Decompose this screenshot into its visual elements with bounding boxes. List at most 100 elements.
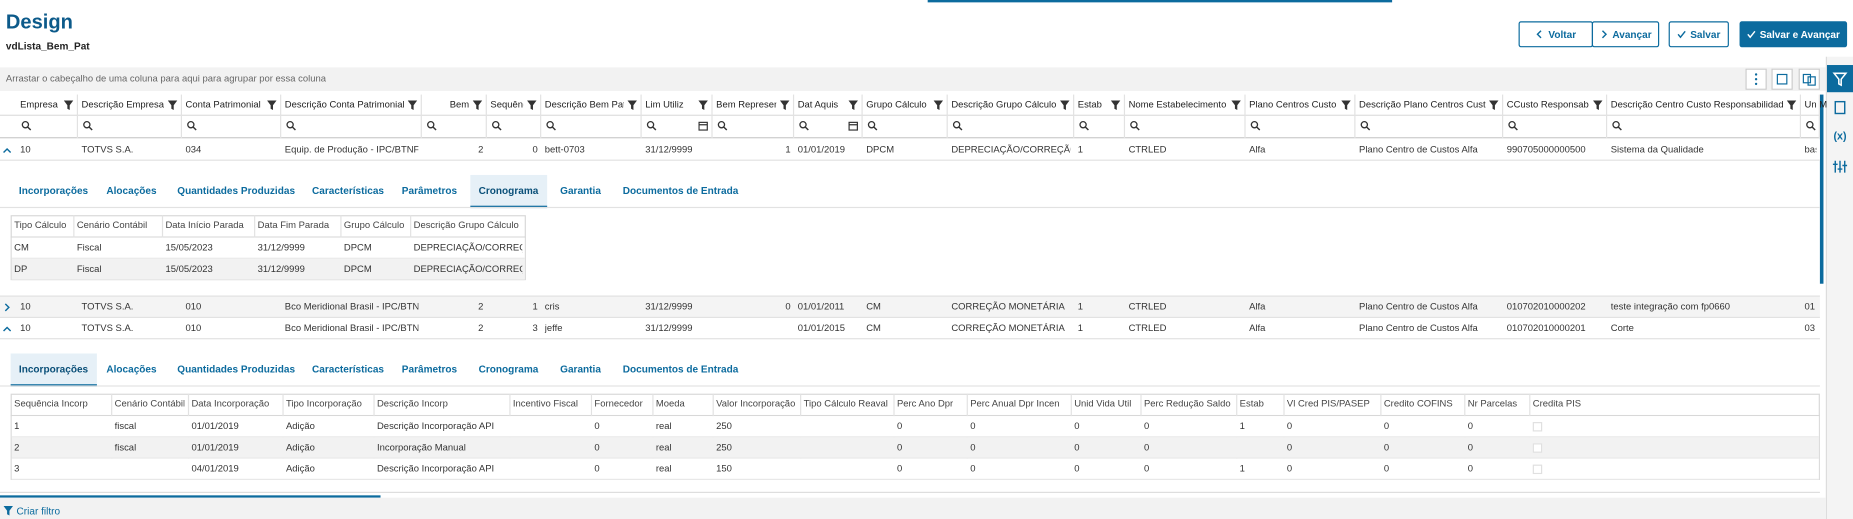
column-filter[interactable]	[267, 99, 278, 111]
detail-tab[interactable]: Incorporações	[10, 353, 97, 387]
filter-search-icon[interactable]	[1806, 120, 1817, 132]
filter-search-icon[interactable]	[717, 120, 728, 132]
detail-tab[interactable]: Quantidades Produzidas	[177, 362, 296, 375]
detail-tab[interactable]: Cronograma	[478, 362, 539, 375]
filter-search-icon[interactable]	[492, 120, 503, 132]
subtable-header: Data Incorporação	[191, 398, 270, 410]
detail-tab[interactable]: Características	[311, 184, 385, 197]
column-filter[interactable]	[407, 99, 419, 111]
clipboard-icon[interactable]	[1834, 100, 1846, 115]
expand-toggle[interactable]	[2, 303, 11, 312]
column-filter[interactable]	[1231, 99, 1242, 111]
grid-cell: cris	[544, 301, 560, 313]
column-filter[interactable]	[527, 99, 538, 111]
column-filter[interactable]	[698, 99, 709, 111]
icon-path	[1786, 100, 1797, 110]
column-divider	[1818, 94, 1820, 139]
grid-filter-bg	[0, 116, 1820, 139]
filter-search-icon[interactable]	[1079, 120, 1090, 132]
column-header: Lim Utiliz	[645, 99, 684, 110]
detail-tab[interactable]: Parâmetros	[401, 362, 458, 375]
column-filter[interactable]	[472, 99, 484, 111]
subtable-header: Descrição Grupo Cálculo	[413, 219, 519, 231]
column-filter[interactable]	[1786, 99, 1798, 111]
filter-search-icon[interactable]	[952, 120, 963, 132]
subtable-row	[11, 416, 1819, 438]
grid-cell: 1	[785, 144, 791, 155]
column-divider	[1123, 94, 1126, 139]
detail-tab[interactable]: Cronograma	[470, 174, 547, 209]
detail-tab[interactable]: Parâmetros	[401, 184, 458, 197]
checkbox[interactable]	[1532, 443, 1543, 453]
subtable-header: Grupo Cálculo	[343, 219, 405, 231]
subtable-row	[11, 437, 1819, 459]
header-button[interactable]: Salvar e Avançar	[1739, 21, 1848, 48]
detail-bottom	[0, 295, 1820, 297]
detail-tab[interactable]: Alocações	[106, 184, 157, 197]
settings-icon[interactable]	[1832, 160, 1848, 173]
filter-search-icon[interactable]	[1360, 120, 1371, 132]
filter-search-icon[interactable]	[83, 120, 94, 132]
filter-search-icon[interactable]	[21, 120, 32, 132]
icon-path	[407, 100, 418, 110]
icon-path	[192, 126, 197, 131]
expand-toggle[interactable]	[2, 145, 12, 154]
column-header: Descrição Bem Pat	[544, 99, 624, 110]
icon-path	[848, 121, 858, 131]
grid-cell: Bco Meridional Brasil - IPC/BTNF	[284, 301, 419, 313]
column-filter[interactable]	[933, 99, 945, 111]
column-filter[interactable]	[167, 99, 179, 111]
column-header: CCusto Responsab	[1506, 99, 1589, 110]
header-button[interactable]: Voltar	[1518, 21, 1594, 48]
column-filter[interactable]	[1060, 99, 1071, 111]
subtable-cell: 250	[716, 442, 732, 453]
filter-search-icon[interactable]	[1508, 120, 1519, 132]
filter-search-icon[interactable]	[546, 120, 557, 132]
filter-search-icon[interactable]	[286, 120, 297, 132]
filter-search-icon[interactable]	[646, 120, 657, 132]
column-filter[interactable]	[1489, 99, 1500, 111]
column-header: Sequência	[490, 99, 524, 110]
checkbox[interactable]	[1532, 422, 1543, 432]
filter-search-icon[interactable]	[427, 120, 438, 132]
detail-tab[interactable]: Garantia	[560, 184, 601, 197]
header-button[interactable]: Salvar	[1668, 21, 1729, 48]
detail-tab[interactable]: Alocações	[106, 362, 157, 375]
save-layout-button[interactable]	[1771, 68, 1793, 90]
grid-cell: CORREÇÃO MONETÁRIA	[951, 301, 1065, 313]
filter-search-icon[interactable]	[1250, 120, 1261, 132]
column-filter[interactable]	[63, 99, 75, 111]
detail-tab[interactable]: Documentos de Entrada	[622, 362, 739, 375]
detail-tab[interactable]: Incorporações	[18, 184, 89, 197]
column-filter[interactable]	[848, 99, 860, 111]
header-button[interactable]: Avançar	[1591, 21, 1660, 48]
column-filter[interactable]	[779, 99, 791, 111]
column-filter[interactable]	[627, 99, 639, 111]
filter-search-icon[interactable]	[1130, 120, 1141, 132]
detail-tab[interactable]: Documentos de Entrada	[622, 184, 739, 197]
filter-search-icon[interactable]	[867, 120, 878, 132]
variables-icon[interactable]: (x)	[1834, 130, 1847, 142]
columns-button[interactable]	[1798, 68, 1820, 90]
filter-search-icon[interactable]	[187, 120, 198, 132]
grid-cell: 034	[185, 144, 202, 155]
filter-panel-button[interactable]	[1827, 65, 1853, 93]
subtable-header: Perc Anual Dpr Incen	[970, 398, 1060, 410]
detail-tab[interactable]: Quantidades Produzidas	[177, 184, 296, 197]
create-filter-link[interactable]: Criar filtro	[16, 504, 61, 517]
filter-search-icon[interactable]	[1612, 120, 1623, 132]
checkbox[interactable]	[1532, 464, 1543, 475]
column-filter[interactable]	[1110, 99, 1122, 111]
column-filter[interactable]	[1593, 99, 1604, 111]
subtable-cell: 15/05/2023	[165, 263, 213, 275]
detail-tab[interactable]: Características	[311, 362, 385, 375]
icon-path	[1513, 126, 1518, 131]
date-picker-icon[interactable]	[698, 121, 709, 132]
filter-search-icon[interactable]	[799, 120, 810, 132]
icon-path	[551, 126, 556, 131]
column-header: Descrição Plano Centros Custo	[1359, 99, 1486, 110]
expand-toggle[interactable]	[2, 324, 12, 333]
date-picker-icon[interactable]	[848, 121, 860, 132]
column-filter[interactable]	[1341, 99, 1352, 111]
detail-tab[interactable]: Garantia	[560, 362, 601, 375]
